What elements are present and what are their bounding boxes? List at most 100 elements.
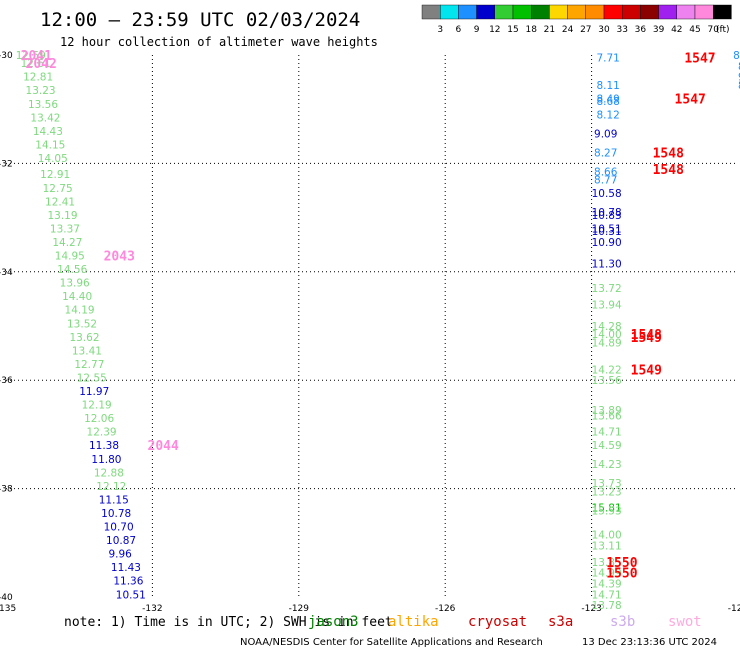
colorbar-tick-label: 24: [562, 25, 574, 35]
colorbar-tick-label: 6: [456, 25, 462, 35]
wave-height-label: 7.71: [596, 53, 619, 65]
legend-altika: altika: [388, 614, 439, 630]
x-tick-label: -126: [435, 604, 456, 614]
colorbar-tick-label: 42: [671, 25, 682, 35]
wave-height-label: 13.52: [67, 318, 97, 330]
wave-height-label: 8.3: [738, 61, 740, 73]
observation-labels: 12.5912.6112.8113.2313.5613.4214.4314.15…: [16, 49, 740, 612]
wave-height-label: 13.96: [60, 278, 90, 290]
colorbar-swatch: [694, 4, 714, 20]
wave-height-label: 13.85: [592, 557, 622, 569]
colorbar-tick-label: 15: [507, 25, 518, 35]
pass-time-label: 2041: [21, 49, 52, 64]
colorbar-tick-label: 9: [474, 25, 480, 35]
pass-time-label: 1548: [653, 147, 684, 162]
wave-height-label: 12.75: [43, 183, 73, 195]
colorbar-tick-label: 27: [580, 25, 591, 35]
axis-tick-labels: -135 -132 -129 -126 -123 -120 -30 -32 -34 -36 -38 -…: [0, 51, 740, 614]
colorbar-tick-label: 45: [689, 25, 700, 35]
wave-height-label: 8.77: [594, 175, 617, 187]
wave-height-label: 15.81: [592, 503, 622, 515]
legend-cryosat: cryosat: [468, 614, 527, 630]
wave-height-label: 8.12: [596, 110, 619, 122]
legend-s3b: s3b: [610, 614, 635, 630]
colorbar-swatch: [440, 4, 459, 20]
wave-height-label: 11.30: [592, 259, 622, 271]
x-tick-label: -123: [581, 604, 601, 614]
wave-height-label: 13.19: [47, 210, 77, 222]
wave-height-label: 14.56: [57, 264, 87, 276]
y-tick-label: -34: [0, 268, 13, 278]
wave-height-label: 14.28: [592, 321, 622, 333]
y-tick-label: -38: [0, 485, 13, 495]
y-tick-label: -36: [0, 376, 13, 386]
wave-height-label: 10.70: [104, 522, 134, 534]
legend-s3a: s3a: [548, 614, 573, 630]
colorbar-swatch: [676, 4, 696, 20]
x-tick-label: -132: [142, 604, 162, 614]
legend-jason3: jason3: [308, 614, 359, 630]
wave-height-label: 11.43: [111, 562, 141, 574]
wave-height-label: 13.78: [592, 600, 622, 612]
wave-height-label: 14.23: [592, 459, 622, 471]
pass-time-label: 2044: [148, 439, 179, 454]
wave-height-label: 14.15: [35, 139, 65, 151]
colorbar-unit: (ft): [716, 25, 730, 35]
wave-height-label: 9.09: [594, 129, 617, 141]
footer-credit: NOAA/NESDIS Center for Satellite Applica…: [240, 637, 543, 648]
wave-height-label: 12.59: [16, 50, 46, 62]
wave-height-label: 14.05: [38, 153, 68, 165]
colorbar: 3 6 9 12 15 18 21 24 27 30 33 36 39 42 45 70(ft): [421, 4, 732, 35]
wave-height-label: 10.87: [106, 535, 136, 547]
wave-height-label: 8: [738, 80, 740, 92]
wave-height-label: 12.41: [45, 196, 75, 208]
wave-height-label: 12.88: [94, 467, 124, 479]
colorbar-swatch: [603, 4, 623, 20]
pass-time-label: 2043: [104, 250, 135, 265]
wave-height-label: 12.12: [96, 481, 126, 493]
y-tick-label: -40: [0, 593, 13, 603]
wave-height-label: 13.56: [28, 99, 58, 111]
wave-height-label: 11.38: [89, 440, 119, 452]
colorbar-tick-label: 36: [635, 25, 647, 35]
wave-height-label: 12.39: [87, 427, 117, 439]
colorbar-swatch: [622, 4, 641, 20]
wave-height-label: 14.27: [52, 237, 82, 249]
wave-height-label: 13.56: [592, 375, 622, 387]
wave-height-label: 10.78: [101, 508, 131, 520]
wave-height-label: 8.9: [733, 50, 740, 62]
x-tick-label: -129: [289, 604, 310, 614]
wave-height-label: 12.19: [82, 400, 112, 412]
wave-height-label: 11.36: [113, 576, 143, 588]
pass-time-label: 1547: [684, 52, 715, 67]
colorbar-tick-label: 39: [653, 25, 665, 35]
wave-height-label: 15.53: [592, 505, 622, 517]
colorbar-tick-label: 30: [598, 25, 610, 35]
chart-subtitle: 12 hour collection of altimeter wave hei…: [60, 35, 378, 49]
pass-time-label: 1550: [606, 567, 637, 582]
satellite-legend: jason3 altika cryosat s3a s3b swot: [308, 614, 702, 630]
colorbar-tick-label: 18: [525, 25, 537, 35]
colorbar-swatch: [549, 4, 568, 20]
wave-height-label: 12.61: [21, 58, 51, 70]
wave-height-label: 13.37: [50, 223, 80, 235]
wave-height-label: 11.80: [91, 454, 121, 466]
colorbar-tick-label: 33: [616, 25, 627, 35]
wave-height-label: 14.00: [592, 530, 622, 542]
colorbar-tick-label: 70: [707, 25, 719, 35]
wave-height-label: 11.15: [99, 494, 129, 506]
wave-height-label: 14.39: [592, 578, 622, 590]
wave-height-label: 12.77: [74, 359, 104, 371]
wave-height-label: 13.66: [592, 410, 622, 422]
wave-height-label: 13.11: [592, 541, 622, 553]
wave-height-label: 10.31: [592, 226, 622, 238]
wave-height-label: 13.41: [72, 345, 102, 357]
wave-height-label: 11.97: [79, 386, 109, 398]
wave-height-label: 14.40: [62, 291, 92, 303]
wave-height-label: 8.66: [594, 167, 618, 179]
y-tick-label: -30: [0, 51, 13, 61]
wave-height-label: 14.99: [592, 568, 622, 580]
colorbar-swatch: [458, 4, 477, 20]
colorbar-swatch: [494, 4, 514, 20]
wave-height-label: 8.68: [596, 96, 619, 108]
